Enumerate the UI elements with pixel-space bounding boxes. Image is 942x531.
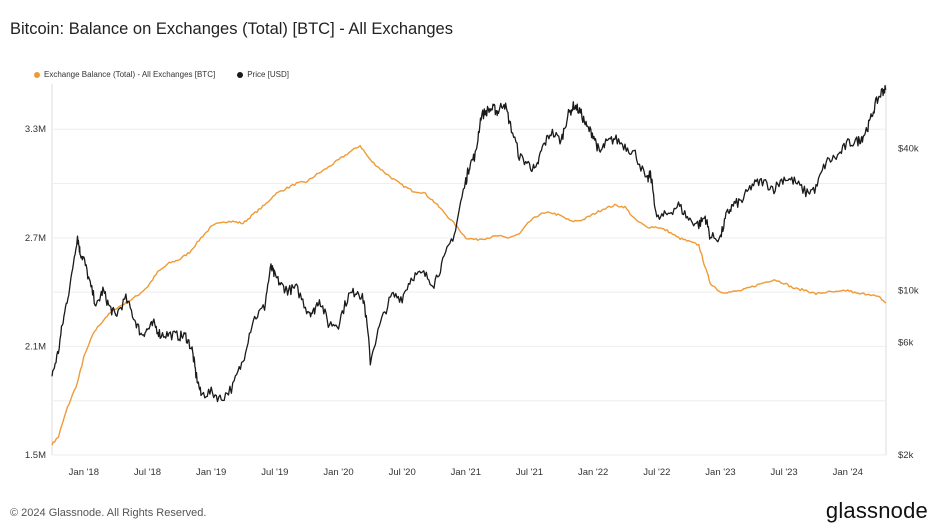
x-tick-label: Jan '22 (578, 467, 608, 478)
right-tick-label: $40k (898, 143, 919, 154)
x-tick-label: Jan '19 (196, 467, 226, 478)
x-tick-label: Jan '23 (705, 467, 735, 478)
x-tick-label: Jan '20 (323, 467, 353, 478)
balance-line (51, 144, 887, 446)
right-tick-label: $6k (898, 338, 914, 349)
legend-item-price[interactable]: Price [USD] (237, 70, 289, 79)
x-tick-label: Jan '24 (833, 467, 863, 478)
right-tick-label: $2k (898, 450, 914, 461)
right-tick-label: $10k (898, 285, 919, 296)
x-tick-label: Jul '21 (516, 467, 543, 478)
x-tick-label: Jul '22 (643, 467, 670, 478)
right-axis: $2k $6k $10k $40k (898, 143, 919, 461)
x-tick-label: Jan '21 (451, 467, 481, 478)
glassnode-logo[interactable]: glassnode (825, 498, 928, 523)
left-tick-label: 3.3M (25, 124, 46, 135)
series-lines (51, 85, 887, 446)
chart-legend: Exchange Balance (Total) - All Exchanges… (34, 70, 289, 79)
x-tick-label: Jul '19 (261, 467, 288, 478)
chart-title: Bitcoin: Balance on Exchanges (Total) [B… (10, 20, 453, 38)
x-tick-label: Jan '18 (69, 467, 99, 478)
left-tick-label: 2.7M (25, 233, 46, 244)
left-axis: 1.5M 2.1M 2.7M 3.3M (25, 124, 46, 461)
x-tick-label: Jul '23 (771, 467, 798, 478)
left-tick-label: 2.1M (25, 341, 46, 352)
left-tick-label: 1.5M (25, 450, 46, 461)
price-line (51, 85, 887, 403)
x-tick-label: Jul '20 (389, 467, 416, 478)
x-axis: Jan '18 Jul '18 Jan '19 Jul '19 Jan '20 Jul '… (69, 467, 863, 478)
legend-label-price: Price [USD] (247, 70, 289, 79)
legend-item-balance[interactable]: Exchange Balance (Total) - All Exchanges… (34, 70, 215, 79)
legend-label-balance: Exchange Balance (Total) - All Exchanges… (44, 70, 216, 79)
gridlines (51, 84, 887, 456)
legend-dot-balance (34, 71, 40, 78)
copyright: © 2024 Glassnode. All Rights Reserved. (10, 507, 207, 519)
legend-dot-price (237, 71, 244, 78)
x-tick-label: Jul '18 (134, 467, 161, 478)
